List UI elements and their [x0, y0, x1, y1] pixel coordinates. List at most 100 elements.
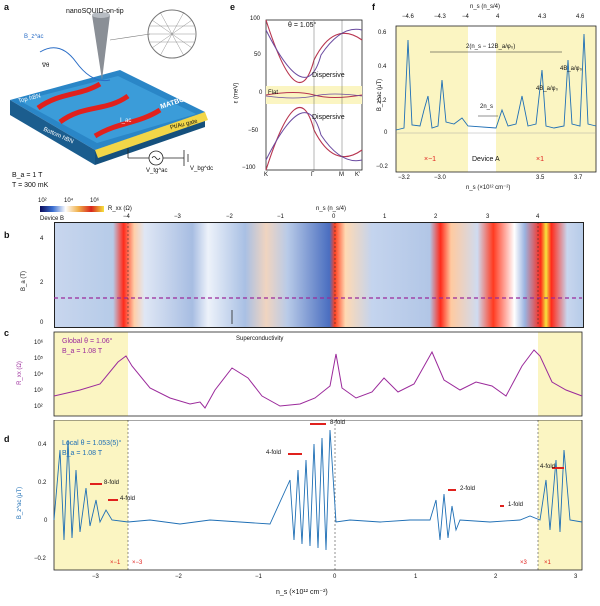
c-plot	[53, 331, 583, 417]
c-global: Global θ = 1.06°	[62, 338, 113, 345]
panel-c-label: c	[4, 328, 10, 338]
f-period-label: 2(n_s − 12B_a/φ₀)	[466, 44, 516, 50]
d-xtick-4: 0	[333, 574, 337, 580]
e-ytick-0: 0	[259, 90, 263, 96]
panel-c: c Superconductivity Global θ = 1.06° B_a…	[0, 326, 600, 420]
b-top-tick-2: −3	[174, 214, 181, 220]
f-bot-tick-1: −3.2	[398, 175, 410, 181]
b-top-tick-6: 1	[383, 214, 387, 220]
c-ylabel: R_xx (Ω)	[16, 361, 23, 385]
d-fold4a: 4-fold	[120, 496, 136, 502]
d-trace	[53, 429, 583, 551]
f-top-tick-1: −4.6	[402, 14, 414, 20]
f-ytick-5: −0.2	[376, 164, 388, 170]
b-top-tick-8: 3	[486, 214, 490, 220]
b-overlay	[54, 222, 582, 326]
current-label: I_ac	[120, 118, 132, 124]
e-xtick-M: M	[339, 172, 344, 178]
panel-b-label: b	[4, 230, 10, 240]
d-ytick-2: 0.2	[38, 480, 47, 486]
f-bot-tick-4: 3.7	[574, 175, 583, 181]
e-xtick-K: K	[264, 172, 269, 178]
d-xtick-2: −2	[175, 574, 182, 580]
device-schematic	[10, 9, 208, 166]
f-top-axis: n_s (n_s/4)	[470, 4, 501, 10]
d-fold2: 2-fold	[460, 486, 476, 492]
f-4b-label-1: 4B_a/φ₀	[560, 66, 583, 72]
panel-b: b n_s (n_s/4) −4 −3 −2 −1 0 1 2 3 4 4 2 …	[0, 200, 600, 332]
cb-tick-3: 10⁶	[90, 198, 100, 204]
f-top-tick-5: 4.3	[538, 14, 547, 20]
f-top-tick-3: −4	[462, 14, 469, 20]
e-xtick-Gamma: Γ	[311, 172, 315, 178]
f-ytick-2: 0.4	[378, 64, 387, 70]
cb-tick-2: 10⁴	[64, 198, 74, 204]
panel-f-label: f	[372, 2, 375, 12]
b-top-tick-3: −2	[226, 214, 233, 220]
f-top-tick-2: −4.3	[434, 14, 446, 20]
f-ytick-4: 0	[384, 130, 388, 136]
b-top-tick-9: 4	[536, 214, 540, 220]
f-top-tick-4: 4	[496, 14, 500, 20]
field-label: B_z^ac	[24, 34, 44, 40]
b-map	[54, 222, 584, 328]
band-structure-plot	[265, 19, 363, 171]
d-m1: ×−1	[110, 560, 121, 566]
d-xtick-6: 2	[494, 574, 498, 580]
f-2n-label: 2n_s	[480, 104, 494, 110]
b-top-axis: n_s (n_s/4)	[316, 206, 347, 212]
panel-f: f −4.6 −4.3 −4 4 4.3 4.6 n_s (n_s/4) 0.6…	[370, 0, 600, 200]
theta-label: θ = 1.05°	[288, 22, 317, 29]
d-ytick-1: 0.4	[38, 442, 47, 448]
b-top-tick-4: −1	[277, 214, 284, 220]
f-ytick-3: 0.2	[378, 98, 387, 104]
colorbar-gradient	[40, 206, 104, 212]
d-fold4c: 4-fold	[540, 464, 556, 470]
c-ytick-4: 10³	[34, 388, 43, 394]
param-temperature: T = 300 mK	[12, 182, 49, 189]
c-field: B_a = 1.08 T	[62, 348, 103, 355]
sc-label: Superconductivity	[236, 336, 284, 342]
vac-label: V_tg^ac	[146, 168, 168, 174]
tip-label: nanoSQUID-on-tip	[66, 8, 124, 15]
c-ytick-3: 10⁴	[34, 372, 44, 378]
d-xlabel: n_s (×10¹² cm⁻²)	[276, 589, 328, 596]
cb-name: R_xx (Ω)	[108, 206, 132, 212]
flat-label: Flat	[268, 90, 279, 96]
panel-d: d Local θ = 1.053(5)° B_a = 1.08 T 8-fol…	[0, 420, 600, 606]
e-ytick-m100: −100	[242, 165, 256, 171]
f-ylabel: B_z^ac (μT)	[377, 78, 384, 112]
b-ylabel: B_a (T)	[21, 270, 28, 292]
dispersive-top: Dispersive	[312, 72, 345, 79]
gradient-label: ∇θ	[42, 63, 50, 69]
c-ytick-1: 10⁶	[34, 340, 44, 346]
b-top-tick-7: 2	[434, 214, 438, 220]
f-ytick-1: 0.6	[378, 30, 387, 36]
dispersive-bottom: Dispersive	[312, 114, 345, 121]
d-ytick-4: −0.2	[34, 556, 46, 562]
b-ytick-4: 4	[40, 236, 44, 242]
d-field: B_a = 1.08 T	[62, 450, 103, 457]
e-ytick-50: 50	[254, 52, 261, 58]
e-xtick-Kprime: K′	[355, 172, 361, 178]
d-local: Local θ = 1.053(5)°	[62, 440, 122, 447]
f-bot-tick-3: 3.5	[536, 175, 545, 181]
d-xtick-5: 1	[414, 574, 418, 580]
d-ytick-3: 0	[44, 518, 48, 524]
b-ytick-0: 0	[40, 320, 44, 326]
c-ytick-5: 10²	[34, 404, 43, 410]
f-4b-label-2: 4B_a/φ₀	[536, 86, 559, 92]
d-fold4b: 4-fold	[266, 450, 282, 456]
d-m3: ×−3	[132, 560, 143, 566]
f-bot-axis: n_s (×10¹² cm⁻²)	[466, 185, 511, 191]
f-x1-left: ×−1	[424, 156, 437, 163]
panel-e: e θ = 1.05° Dispersive Flat Dispersive ε…	[226, 0, 366, 200]
d-plot	[53, 420, 583, 571]
e-ytick-m50: −50	[248, 128, 259, 134]
d-xtick-3: −1	[255, 574, 262, 580]
panel-a: a nanoSQUID-on-tip B_z^a	[0, 0, 220, 200]
panel-e-label: e	[230, 2, 236, 12]
d-p3: ×3	[520, 560, 527, 566]
d-fold1: 1-fold	[508, 502, 524, 508]
panel-f-plot	[395, 25, 597, 173]
